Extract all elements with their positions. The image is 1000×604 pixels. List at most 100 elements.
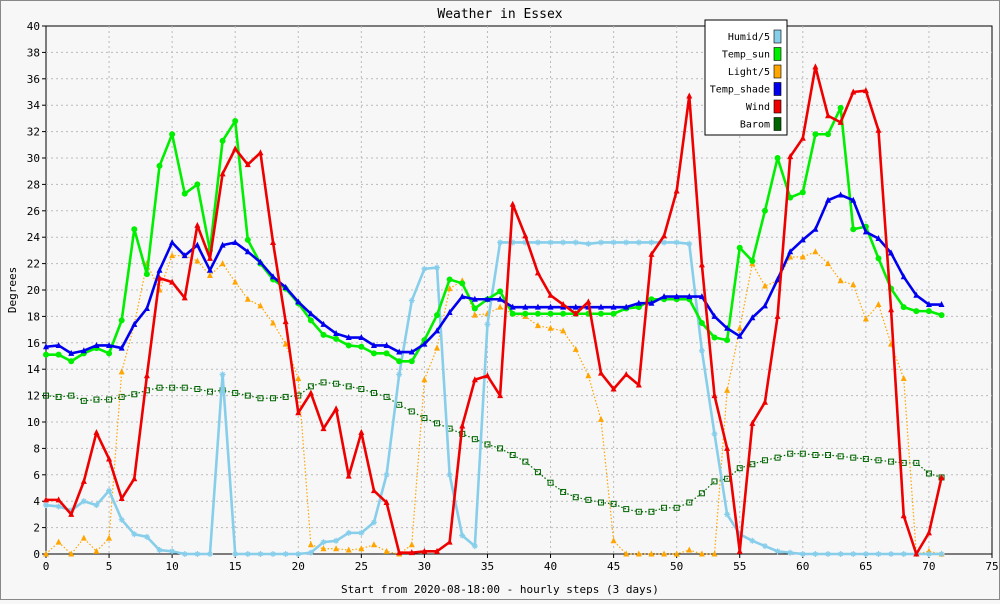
data-point-wind <box>888 306 895 313</box>
data-point-humid-5 <box>875 551 882 557</box>
data-point-light-5 <box>282 340 289 347</box>
legend-label: Humid/5 <box>728 32 770 43</box>
plot-area <box>45 25 993 555</box>
data-point-wind <box>585 298 592 305</box>
y-tick-label: 6 <box>33 469 40 482</box>
data-point-wind <box>534 269 541 276</box>
data-point-temp-shade <box>93 341 100 348</box>
data-point-barom <box>749 461 756 468</box>
data-point-temp-sun <box>925 308 932 315</box>
data-point-humid-5 <box>257 551 264 557</box>
data-point-humid-5 <box>585 240 592 247</box>
data-point-temp-shade <box>673 293 680 300</box>
data-point-temp-sun <box>169 131 176 138</box>
data-point-temp-shade <box>597 303 604 310</box>
legend-box <box>704 19 788 136</box>
data-point-wind <box>257 149 264 156</box>
data-point-wind <box>43 496 49 503</box>
data-point-humid-5 <box>232 551 239 557</box>
data-point-humid-5 <box>686 240 693 247</box>
data-point-barom <box>711 478 718 485</box>
data-point-barom <box>623 506 630 513</box>
data-point-temp-shade <box>484 295 491 302</box>
data-point-temp-shade <box>661 293 668 300</box>
data-point-barom <box>522 458 529 465</box>
data-point-light-5 <box>219 260 226 267</box>
data-point-humid-5 <box>736 531 743 538</box>
data-point-temp-sun <box>610 310 617 317</box>
data-point-barom <box>43 392 49 399</box>
data-point-barom <box>345 383 352 390</box>
data-point-temp-sun <box>232 118 239 125</box>
data-point-light-5 <box>698 550 705 557</box>
data-point-wind <box>724 444 731 451</box>
series-line-wind <box>46 65 943 556</box>
data-point-temp-sun <box>749 257 756 264</box>
data-point-light-5 <box>736 324 743 331</box>
data-point-light-5 <box>610 537 617 544</box>
data-point-temp-shade <box>509 303 516 310</box>
x-tick-label: 5 <box>106 560 113 573</box>
data-point-light-5 <box>711 550 718 557</box>
data-point-wind <box>307 389 314 396</box>
series-light-5 <box>43 248 945 557</box>
data-point-wind <box>434 547 441 554</box>
data-point-barom <box>93 396 100 403</box>
data-point-humid-5 <box>459 532 466 539</box>
data-point-temp-sun <box>736 244 743 251</box>
series-wind <box>43 63 945 557</box>
data-point-temp-shade <box>282 283 289 290</box>
data-point-light-5 <box>446 285 453 292</box>
data-point-barom <box>837 453 844 460</box>
data-point-wind <box>270 238 277 245</box>
data-point-temp-shade <box>925 301 932 308</box>
data-point-wind <box>358 429 365 436</box>
series-line-light-5 <box>45 251 942 555</box>
data-point-temp-sun <box>837 104 844 111</box>
data-point-light-5 <box>597 415 604 422</box>
data-point-temp-shade <box>623 303 630 310</box>
data-point-temp-shade <box>43 343 49 350</box>
data-point-wind <box>333 405 340 412</box>
data-point-temp-shade <box>244 248 251 255</box>
data-point-barom <box>913 459 920 466</box>
data-point-light-5 <box>862 315 869 322</box>
data-point-light-5 <box>635 550 642 557</box>
data-point-humid-5 <box>55 503 62 510</box>
x-tick-label: 0 <box>43 560 50 573</box>
data-point-barom <box>484 441 491 448</box>
data-point-temp-sun <box>761 207 768 214</box>
data-point-light-5 <box>270 319 277 326</box>
data-point-temp-shade <box>522 303 529 310</box>
data-point-temp-shade <box>787 248 794 255</box>
data-point-humid-5 <box>282 551 289 557</box>
data-point-wind <box>825 112 832 119</box>
data-point-barom <box>270 395 277 402</box>
legend-label: Temp_shade <box>710 85 770 96</box>
data-point-temp-shade <box>547 303 554 310</box>
data-point-light-5 <box>585 372 592 379</box>
data-point-temp-sun <box>534 310 541 317</box>
data-point-light-5 <box>724 386 731 393</box>
data-point-light-5 <box>169 252 176 259</box>
data-point-humid-5 <box>597 239 604 246</box>
data-point-temp-sun <box>408 358 415 365</box>
y-tick-label: 0 <box>33 548 40 561</box>
data-point-temp-shade <box>370 341 377 348</box>
data-point-light-5 <box>307 541 314 548</box>
data-point-wind <box>194 221 201 228</box>
data-point-wind <box>812 63 819 70</box>
y-tick-label: 20 <box>27 284 40 297</box>
data-point-wind <box>862 87 869 94</box>
data-point-humid-5 <box>799 551 806 557</box>
data-point-barom <box>585 496 592 503</box>
data-point-temp-shade <box>711 312 718 319</box>
data-point-temp-shade <box>862 228 869 235</box>
y-tick-label: 26 <box>27 205 40 218</box>
data-point-temp-shade <box>156 266 163 273</box>
x-tick-label: 50 <box>670 560 683 573</box>
y-tick-label: 34 <box>27 99 41 112</box>
data-point-light-5 <box>295 374 302 381</box>
y-tick-label: 18 <box>27 310 40 323</box>
data-point-humid-5 <box>635 239 642 246</box>
